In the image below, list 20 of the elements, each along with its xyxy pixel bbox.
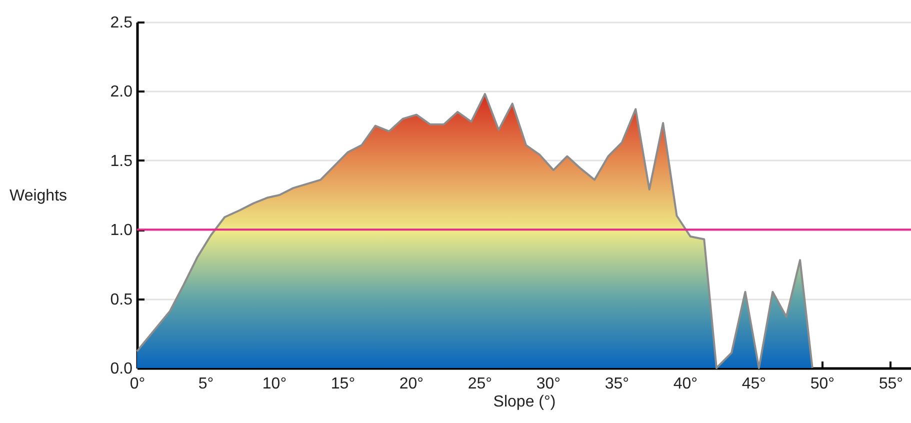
x-tick-label: 15° (330, 376, 356, 392)
y-tick-label: 0.5 (110, 291, 133, 308)
y-tick-label: 2.0 (110, 84, 133, 101)
x-tick-label: 40° (673, 376, 698, 392)
y-tick-label: 1.5 (110, 152, 133, 170)
y-tick-label: 2.5 (110, 14, 133, 32)
x-tick-label: 30° (536, 376, 561, 392)
x-tick-label: 10° (262, 376, 287, 392)
y-tick-label: 0.0 (110, 360, 133, 378)
x-tick-label: 45° (742, 376, 766, 392)
x-tick-label: 5° (198, 376, 214, 392)
x-tick-label: 0° (130, 376, 146, 392)
x-tick-label: 20° (399, 376, 424, 392)
y-axis-title: Weights (10, 188, 68, 204)
x-tick-label: 35° (604, 376, 630, 392)
x-tick-label: 55° (878, 376, 904, 392)
x-tick-label: 25° (468, 376, 492, 392)
x-axis-title: Slope (°) (493, 394, 556, 410)
y-tick-label: 1.0 (110, 222, 133, 240)
x-tick-label: 50° (810, 376, 835, 392)
